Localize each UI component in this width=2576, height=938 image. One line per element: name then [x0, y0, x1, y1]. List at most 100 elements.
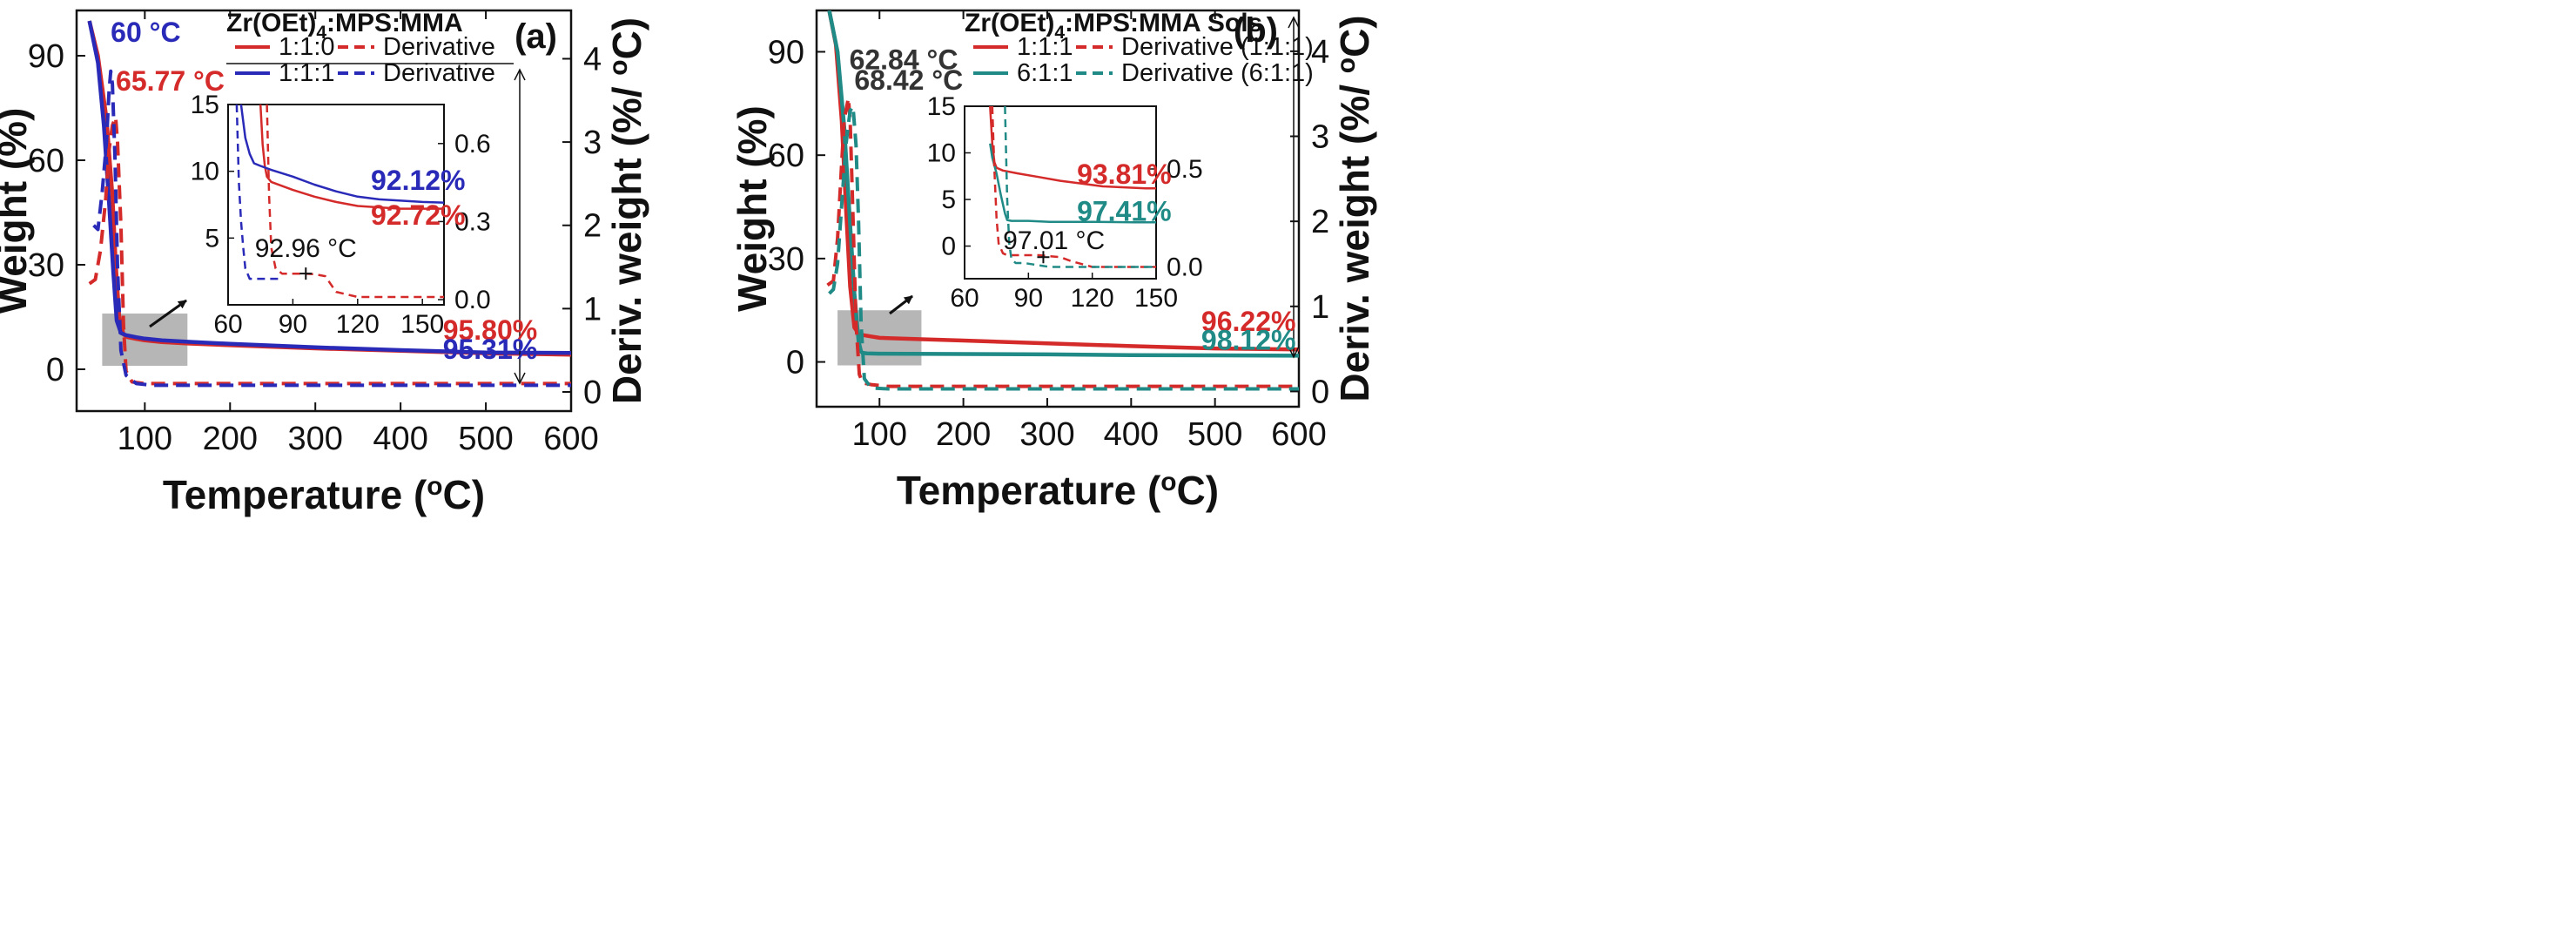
y-tick-label-90: 90	[768, 34, 804, 71]
inset-y-tick-label-15: 15	[191, 91, 219, 119]
inset-x-tick-label-90: 90	[1014, 284, 1043, 313]
panel-label: (b)	[1234, 11, 1278, 50]
x-tick-label-500: 500	[458, 421, 513, 457]
annotation-2: 95.80%	[443, 314, 538, 346]
x-tick-label-300: 300	[1019, 416, 1074, 453]
y-tick-label-0: 0	[46, 352, 64, 388]
annotation-2: 96.22%	[1201, 306, 1296, 337]
legend-title: Zr(OEt)4:MPS:MMA	[226, 9, 463, 43]
inset-annotation-1: 97.41%	[1077, 196, 1172, 227]
plot-frame-b	[815, 9, 1301, 408]
annotation-3: 98.12%	[1201, 325, 1296, 356]
legend-label-0: 1:1:0	[279, 33, 335, 61]
x-tick-label-400: 400	[373, 421, 427, 457]
inset-x-tick-label-150: 150	[1134, 284, 1178, 313]
inset-series-line-1-1-1	[239, 105, 444, 204]
legend-label-1: 6:1:1	[1017, 59, 1073, 87]
chart-panel-a: 100 200 300 400 500 600 0 30 60 90 0 1 2 3 4 Temperatur…	[0, 9, 649, 517]
y2-tick-label-4: 4	[1311, 34, 1329, 71]
x-tick-label-100: 100	[118, 421, 172, 457]
inset-y-tick-label-5: 5	[941, 186, 956, 214]
bracket-arrowhead-bottom	[1288, 346, 1300, 359]
y2-tick-label-1: 1	[1311, 289, 1329, 326]
inset-x-tick-label-60: 60	[950, 284, 979, 313]
legend-title: Zr(OEt)4:MPS:MMA Sols	[965, 9, 1262, 43]
y-tick-label-60: 60	[28, 143, 64, 179]
inset-y2-tick-label-1: 0.3	[454, 207, 491, 236]
inset-series-line-derivative-6-1-1-	[1004, 106, 1156, 268]
x-tick-label-300: 300	[288, 421, 343, 457]
inset-y-tick-label-10: 10	[191, 158, 219, 186]
series-line-derivative-1-1-1-	[826, 96, 1299, 388]
inset-series-group	[235, 105, 444, 299]
y2-tick-label-4: 4	[583, 41, 602, 78]
y2-tick-label-3: 3	[1311, 119, 1329, 156]
legend-deriv-label-1: Derivative	[383, 59, 495, 87]
annotation-0: 62.84 °C	[850, 44, 958, 75]
y-tick-label-30: 30	[768, 241, 804, 278]
inset-y-tick-label-15: 15	[927, 92, 956, 121]
inset-annotation-0: 92.12%	[371, 165, 466, 196]
inset-frame	[227, 104, 445, 306]
annotation-1: 65.77 °C	[116, 65, 225, 97]
y-axis-title: Weight (%)	[730, 105, 775, 312]
panel-label: (a)	[515, 17, 557, 56]
inset-y2-tick-label-2: 0.6	[454, 130, 491, 159]
y2-tick-label-2: 2	[583, 208, 602, 245]
x-tick-label-200: 200	[936, 416, 991, 453]
annotation-3: 95.31%	[443, 334, 538, 365]
x-axis-title: Temperature (oC)	[897, 468, 1219, 513]
inset-series-group	[989, 106, 1156, 268]
inset-peak-marker	[1037, 251, 1050, 264]
inset-y2-tick-label-0: 0.0	[454, 286, 491, 314]
plot-frame-a	[75, 9, 573, 413]
y2-axis-title: Deriv. weight (%/ oC)	[1332, 15, 1377, 402]
inset-annotation-1: 92.72%	[371, 199, 466, 231]
inset-series-line-derivative-1-1-1-	[991, 106, 1156, 268]
inset-chart: 60 90 120 150 5 10 15 0.0 0.3 0.6 92.12%92.72% 92.9…	[191, 91, 491, 339]
inset-y2-tick-label-1: 0.5	[1167, 155, 1203, 184]
legend-deriv-label-0: Derivative	[383, 33, 495, 61]
series-group	[826, 10, 1299, 391]
series-line-derivative-1-1-1-	[92, 69, 571, 388]
y2-tick-label-1: 1	[583, 291, 602, 327]
legend-label-1: 1:1:1	[279, 59, 335, 87]
zoom-arrow	[149, 299, 187, 328]
chart-panel-b: 100 200 300 400 500 600030609001234Temperatur…	[730, 9, 1377, 513]
inset-x-tick-label-60: 60	[213, 310, 242, 339]
inset-annotation-0: 93.81%	[1077, 159, 1172, 190]
y2-tick-label-3: 3	[583, 125, 602, 161]
y2-tick-label-2: 2	[1311, 204, 1329, 240]
y-tick-label-90: 90	[28, 38, 64, 75]
bracket-arrowhead-bottom	[514, 372, 526, 385]
inset-annotation-2: 92.96 °C	[255, 234, 357, 263]
inset-y-tick-label-5: 5	[205, 224, 219, 253]
y-tick-label-30: 30	[28, 247, 64, 284]
x-tick-label-600: 600	[1271, 416, 1326, 453]
legend-deriv-label-1: Derivative (6:1:1)	[1121, 59, 1314, 87]
series-group	[87, 20, 571, 388]
legend-deriv-label-0: Derivative (1:1:1)	[1121, 33, 1314, 61]
inset-chart: 60 90 120 150 0 5 10 15 0.0 0.593.81% 97.41%97.01 …	[927, 92, 1203, 313]
inset-x-tick-label-150: 150	[400, 310, 444, 339]
x-tick-label-600: 600	[543, 421, 598, 457]
series-line-derivative-6-1-1-	[828, 105, 1299, 391]
x-tick-label-500: 500	[1187, 416, 1242, 453]
annotation-0: 60 °C	[111, 17, 180, 48]
bracket-arrowhead-top	[514, 68, 526, 81]
annotation-1: 68.42 °C	[854, 64, 963, 96]
inset-x-tick-label-90: 90	[279, 310, 307, 339]
inset-x-tick-label-120: 120	[336, 310, 380, 339]
inset-peak-marker	[299, 267, 313, 280]
inset-annotation-2: 97.01 °C	[1003, 226, 1105, 255]
inset-y-tick-label-0: 0	[941, 233, 956, 261]
y2-tick-label-0: 0	[1311, 374, 1329, 410]
inset-x-tick-label-120: 120	[1071, 284, 1114, 313]
x-tick-label-200: 200	[203, 421, 258, 457]
inset-series-line-6-1-1	[989, 143, 1156, 224]
inset-y-tick-label-10: 10	[927, 139, 956, 168]
y2-tick-label-0: 0	[583, 375, 602, 411]
